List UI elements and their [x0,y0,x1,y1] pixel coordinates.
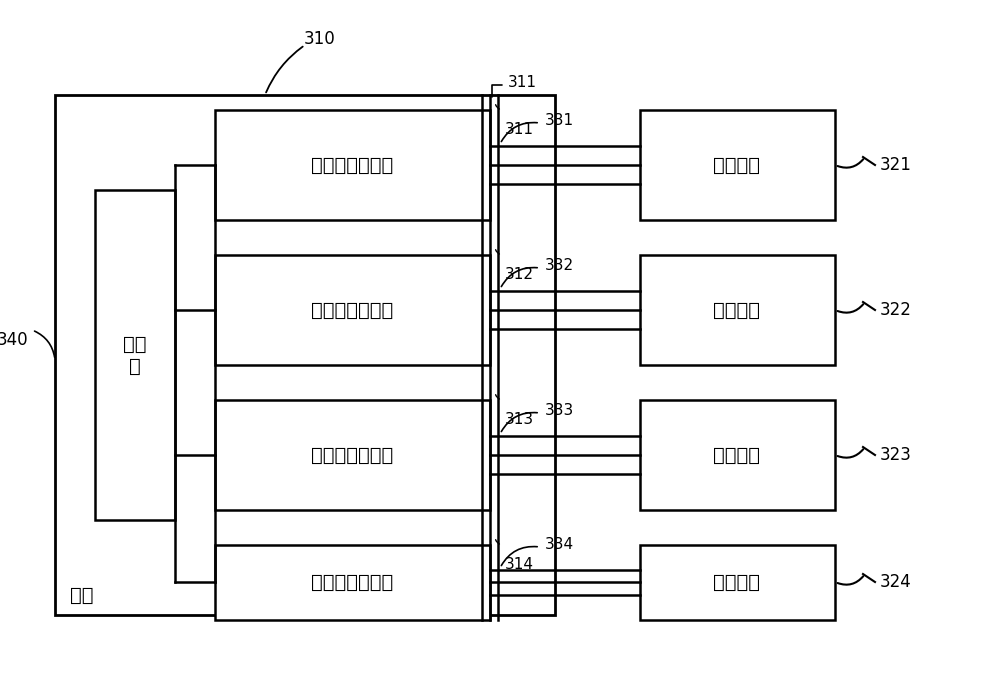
Text: 333: 333 [545,403,574,418]
Text: 312: 312 [505,267,534,282]
Text: 321: 321 [880,156,912,174]
Text: 第三内机: 第三内机 [714,446,761,464]
Text: 334: 334 [545,537,574,552]
Text: 第三电子膨胀阀: 第三电子膨胀阀 [311,446,393,464]
Bar [640,545,835,620]
Bar [55,95,555,615]
Bar [640,255,835,365]
Text: 第一电子膨胀阀: 第一电子膨胀阀 [311,156,393,174]
Bar [640,110,835,220]
Text: 第四内机: 第四内机 [714,572,761,592]
Text: 340: 340 [0,331,28,349]
Text: 压缩
机: 压缩 机 [123,334,147,376]
Text: 324: 324 [880,573,912,591]
Text: 323: 323 [880,446,912,464]
Bar [215,255,490,365]
Bar [215,545,490,620]
Text: 第一内机: 第一内机 [714,156,761,174]
Text: 第二电子膨胀阀: 第二电子膨胀阀 [311,300,393,320]
Text: 331: 331 [545,113,574,128]
Text: 310: 310 [304,30,336,48]
Bar [95,190,175,520]
Text: 332: 332 [545,258,574,273]
Text: 311: 311 [505,122,534,137]
Text: 322: 322 [880,301,912,319]
Text: 311: 311 [508,75,537,90]
Text: 外机: 外机 [70,586,94,605]
Text: 第二内机: 第二内机 [714,300,761,320]
Bar [215,400,490,510]
Text: 313: 313 [505,412,534,427]
Text: 第四电子膨胀阀: 第四电子膨胀阀 [311,572,393,592]
Text: 314: 314 [505,557,534,572]
Bar [640,400,835,510]
Bar [215,110,490,220]
